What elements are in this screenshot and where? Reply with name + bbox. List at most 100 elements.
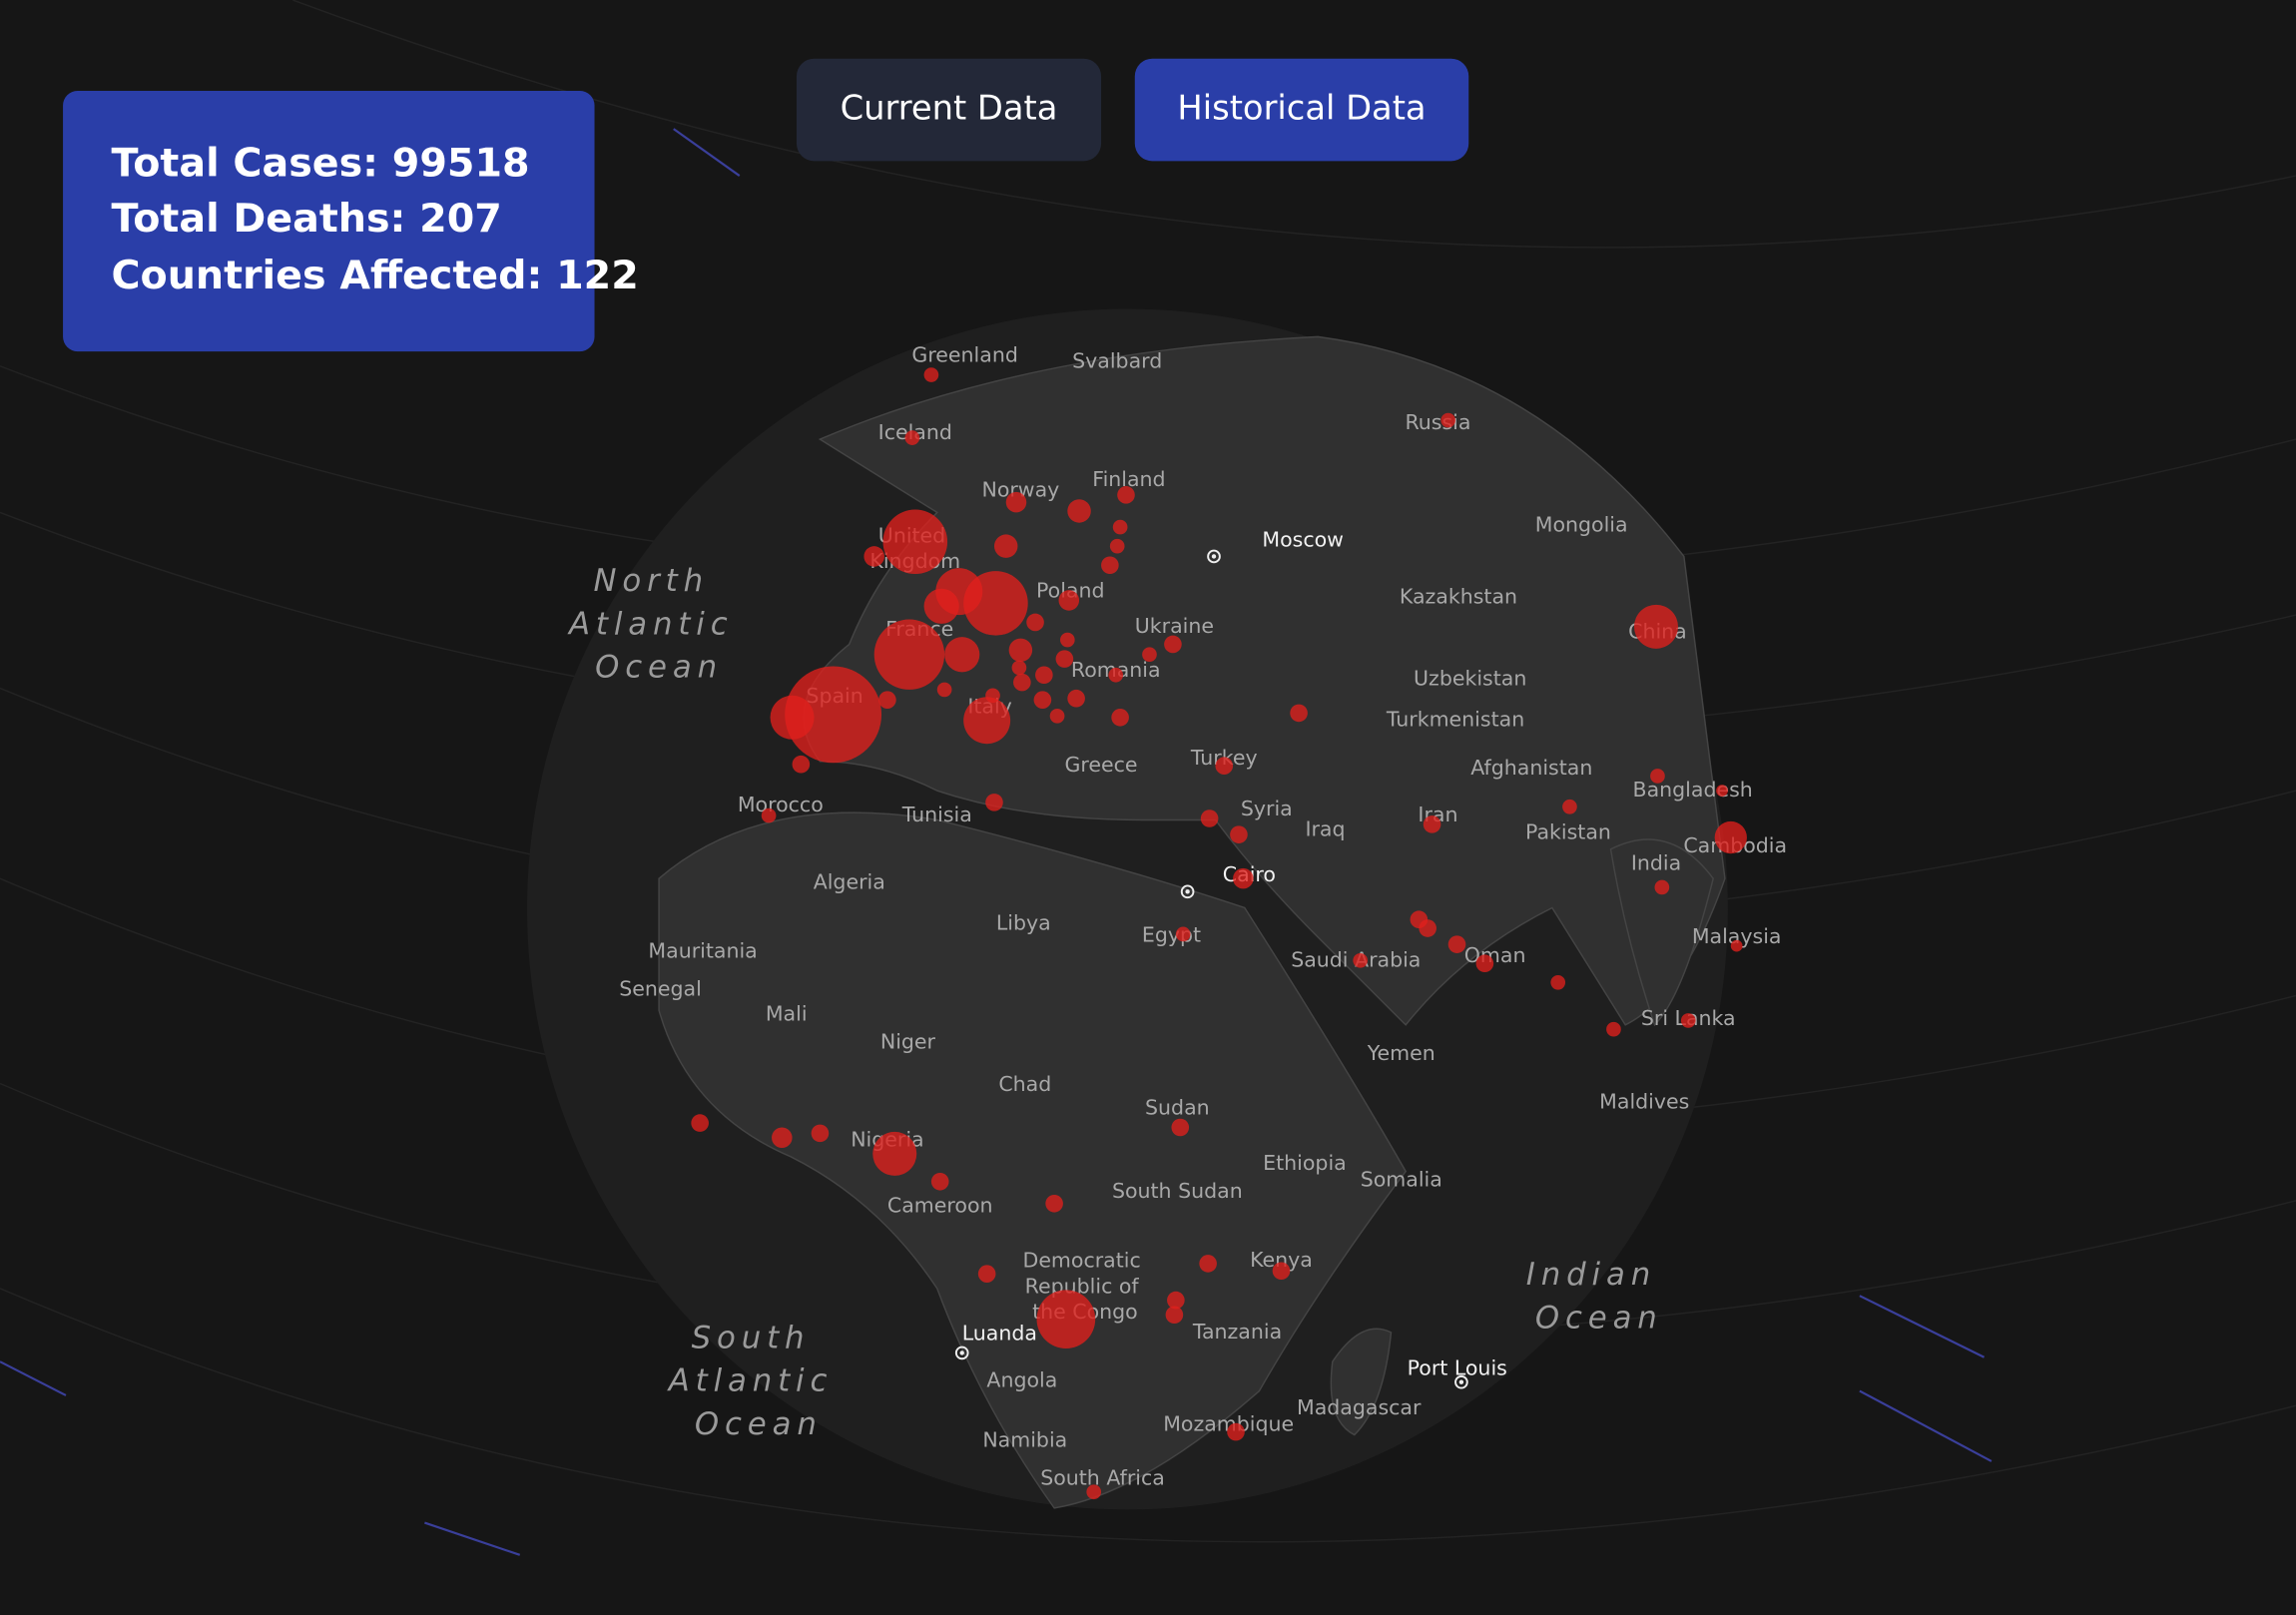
country-label: Mongolia xyxy=(1535,513,1628,537)
case-marker xyxy=(1714,820,1747,854)
case-marker xyxy=(1013,673,1031,692)
country-label: Syria xyxy=(1241,797,1293,820)
city-marker-dot xyxy=(1185,889,1190,894)
case-marker xyxy=(1109,538,1125,554)
stat-line: Countries Affected: 122 xyxy=(111,253,638,298)
case-marker xyxy=(1419,919,1436,937)
case-marker xyxy=(923,588,959,624)
case-marker xyxy=(1101,556,1119,575)
case-marker xyxy=(1142,647,1157,663)
case-marker xyxy=(1730,939,1743,952)
country-label: Afghanistan xyxy=(1470,756,1592,780)
streak xyxy=(0,1360,67,1396)
country-label: Tanzania xyxy=(1192,1320,1282,1344)
label-line: Atlantic xyxy=(567,606,749,642)
case-marker xyxy=(1716,785,1728,797)
case-marker xyxy=(936,682,952,698)
city-marker-dot xyxy=(1211,554,1217,559)
case-marker xyxy=(1035,666,1053,685)
country-label: Chad xyxy=(998,1072,1051,1096)
case-marker xyxy=(811,1124,830,1143)
streak xyxy=(292,0,2296,249)
india xyxy=(1609,838,1714,1027)
country-label: Oman xyxy=(1464,943,1526,967)
current-data-button[interactable]: Current Data xyxy=(796,58,1102,162)
case-marker xyxy=(1005,491,1027,513)
case-marker xyxy=(944,637,980,673)
case-marker xyxy=(1045,1194,1063,1213)
label-line: North xyxy=(594,563,725,599)
blue-streaks xyxy=(0,128,1993,1556)
case-marker xyxy=(1550,974,1566,990)
city-marker xyxy=(954,1346,969,1360)
country-label: Yemen xyxy=(1367,1041,1435,1065)
country-label: Cameroon xyxy=(887,1194,993,1218)
case-marker xyxy=(1200,809,1219,827)
case-marker xyxy=(1049,708,1065,724)
country-label: Egypt xyxy=(1142,922,1201,946)
map-labels: GreenlandSvalbardIcelandRussiaFinlandNor… xyxy=(567,342,1787,1489)
case-marker xyxy=(1272,1262,1291,1281)
case-marker xyxy=(792,755,811,774)
city-marker xyxy=(1180,884,1195,899)
stat-line: Total Cases: 99518 xyxy=(111,140,529,186)
city-marker-dot xyxy=(1458,1379,1464,1384)
case-marker xyxy=(1165,1306,1184,1325)
case-marker xyxy=(1059,632,1075,648)
case-marker xyxy=(873,619,945,690)
case-marker xyxy=(985,794,1003,811)
label-line: Atlantic xyxy=(667,1362,849,1398)
case-marker xyxy=(1227,1422,1245,1441)
country-label: Algeria xyxy=(814,870,885,894)
country-label: Mali xyxy=(766,1002,808,1026)
case-marker xyxy=(1117,486,1135,504)
label-line: Ocean xyxy=(1535,1300,1663,1336)
country-label: Greenland xyxy=(911,342,1017,366)
country-label: Russia xyxy=(1405,410,1470,434)
label-line: Democratic xyxy=(1023,1249,1148,1273)
case-marker xyxy=(963,571,1028,636)
country-label: Mauritania xyxy=(648,938,757,962)
case-marker xyxy=(923,367,939,382)
case-marker xyxy=(1086,1484,1102,1500)
country-label: South Sudan xyxy=(1112,1179,1243,1203)
case-marker xyxy=(977,1265,996,1283)
streak xyxy=(424,1521,521,1556)
stat-line: Total Deaths: 207 xyxy=(111,196,501,242)
button-background[interactable] xyxy=(796,58,1102,162)
country-label: Svalbard xyxy=(1072,348,1162,372)
case-marker xyxy=(993,534,1018,558)
case-marker xyxy=(770,695,815,740)
label-line: Indian xyxy=(1526,1257,1672,1293)
ocean-label: South Atlantic Ocean xyxy=(667,1320,849,1442)
case-marker xyxy=(1036,1290,1096,1348)
case-marker xyxy=(1167,1291,1185,1310)
button-background[interactable] xyxy=(1134,58,1469,162)
case-marker xyxy=(1215,757,1234,775)
case-marker xyxy=(761,808,777,823)
case-marker xyxy=(1447,935,1466,953)
streak xyxy=(0,1288,2296,1543)
case-marker xyxy=(1562,799,1577,814)
country-label: Morocco xyxy=(738,793,824,816)
country-label: India xyxy=(1631,850,1681,874)
case-marker xyxy=(1233,867,1254,889)
case-marker xyxy=(904,430,920,445)
case-marker xyxy=(1230,825,1248,843)
case-marker xyxy=(863,546,884,567)
case-marker xyxy=(1680,1013,1696,1028)
button-label[interactable]: Historical Data xyxy=(1177,89,1426,128)
country-label: Kazakhstan xyxy=(1400,585,1517,609)
country-label: Tunisia xyxy=(901,803,972,826)
label-line: Ocean xyxy=(595,649,723,685)
ocean-label: Indian Ocean xyxy=(1526,1257,1672,1336)
historical-data-button[interactable]: Historical Data xyxy=(1134,58,1469,162)
streak xyxy=(673,128,741,177)
case-marker xyxy=(1475,954,1494,973)
country-label: Angola xyxy=(986,1367,1057,1391)
button-label[interactable]: Current Data xyxy=(841,89,1058,128)
country-label: Niger xyxy=(880,1029,936,1053)
label-line: Republic of xyxy=(1025,1274,1146,1298)
country-label: Senegal xyxy=(619,977,702,1001)
